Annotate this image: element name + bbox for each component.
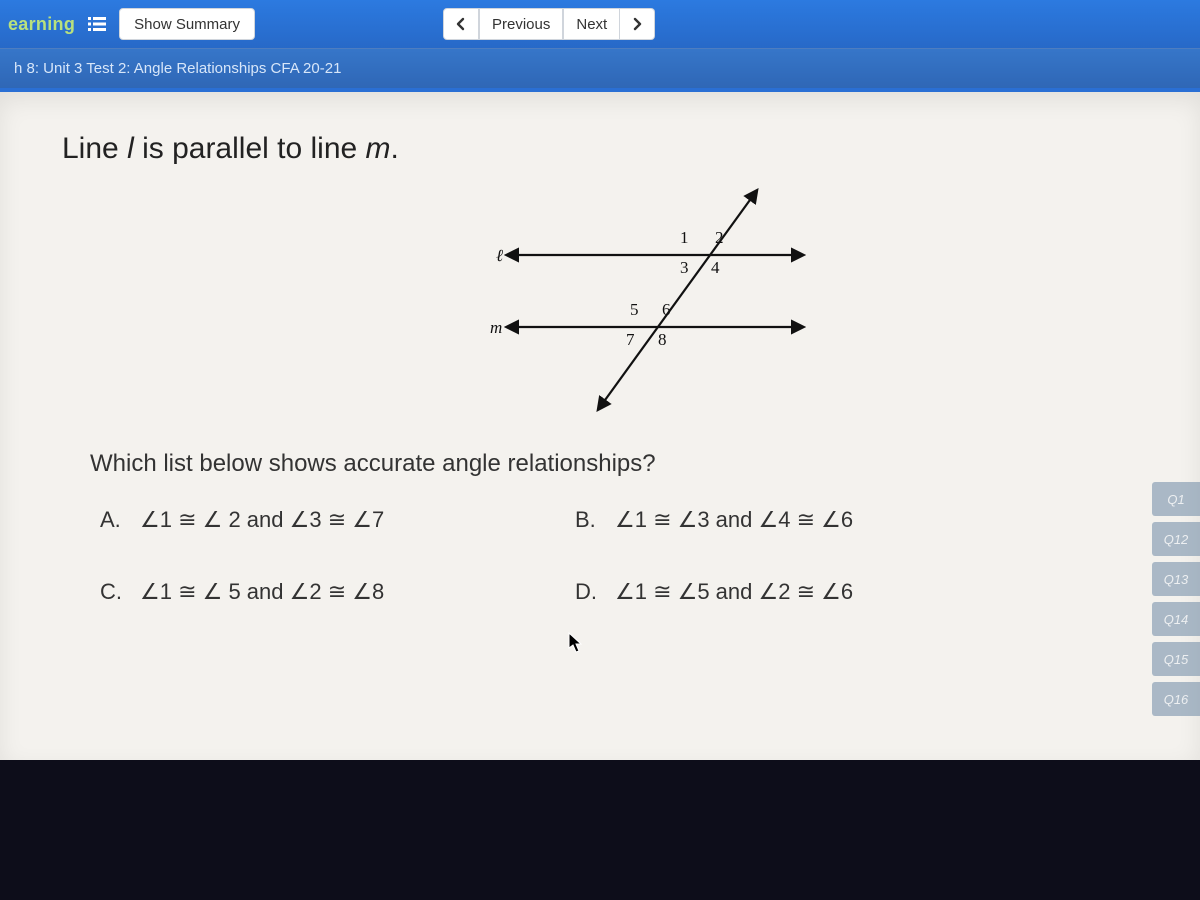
option-c-label: C. bbox=[100, 579, 130, 605]
qnav-item[interactable]: Q1 bbox=[1152, 482, 1200, 516]
option-a[interactable]: A. ∠1 ≅ ∠ 2 and ∠3 ≅ ∠7 bbox=[100, 507, 575, 533]
heading-post: . bbox=[391, 132, 399, 165]
option-d[interactable]: D. ∠1 ≅ ∠5 and ∠2 ≅ ∠6 bbox=[575, 579, 1050, 605]
nav-group: Previous Next bbox=[443, 8, 655, 40]
qnav-item[interactable]: Q13 bbox=[1152, 562, 1200, 596]
heading-mid: is parallel to line bbox=[134, 132, 366, 165]
arrow-left-icon bbox=[454, 17, 468, 31]
option-b[interactable]: B. ∠1 ≅ ∠3 and ∠4 ≅ ∠6 bbox=[575, 507, 1050, 533]
svg-text:1: 1 bbox=[680, 228, 689, 247]
option-a-label: A. bbox=[100, 507, 130, 533]
option-c-text: ∠1 ≅ ∠ 5 and ∠2 ≅ ∠8 bbox=[140, 579, 384, 605]
show-summary-button[interactable]: Show Summary bbox=[119, 8, 255, 40]
svg-text:5: 5 bbox=[630, 300, 639, 319]
next-arrow-button[interactable] bbox=[620, 8, 655, 40]
cursor-icon bbox=[568, 632, 583, 654]
svg-text:8: 8 bbox=[658, 330, 667, 349]
top-toolbar: earning Show Summary Previous Next bbox=[0, 0, 1200, 48]
qnav-item[interactable]: Q12 bbox=[1152, 522, 1200, 556]
svg-text:7: 7 bbox=[626, 330, 635, 349]
brand-text: earning bbox=[8, 14, 75, 35]
qnav-item[interactable]: Q14 bbox=[1152, 602, 1200, 636]
qnav-item[interactable]: Q16 bbox=[1152, 682, 1200, 716]
angle-diagram: ℓ m 1 2 3 4 5 6 7 8 bbox=[470, 187, 840, 417]
svg-text:2: 2 bbox=[715, 228, 724, 247]
option-c[interactable]: C. ∠1 ≅ ∠ 5 and ∠2 ≅ ∠8 bbox=[100, 579, 575, 605]
arrow-right-icon bbox=[630, 17, 644, 31]
option-b-text: ∠1 ≅ ∠3 and ∠4 ≅ ∠6 bbox=[615, 507, 853, 533]
heading-pre: Line bbox=[62, 132, 127, 165]
heading-var-l: l bbox=[127, 132, 134, 165]
svg-text:6: 6 bbox=[662, 300, 671, 319]
option-a-text: ∠1 ≅ ∠ 2 and ∠3 ≅ ∠7 bbox=[140, 507, 384, 533]
answer-options: A. ∠1 ≅ ∠ 2 and ∠3 ≅ ∠7 B. ∠1 ≅ ∠3 and ∠… bbox=[100, 507, 1050, 605]
option-b-label: B. bbox=[575, 507, 605, 533]
prev-arrow-button[interactable] bbox=[443, 8, 479, 40]
svg-text:3: 3 bbox=[680, 258, 689, 277]
sub-question: Which list below shows accurate angle re… bbox=[90, 450, 656, 478]
previous-button[interactable]: Previous bbox=[479, 8, 563, 40]
option-d-text: ∠1 ≅ ∠5 and ∠2 ≅ ∠6 bbox=[615, 579, 853, 605]
app-screen: earning Show Summary Previous Next h 8: … bbox=[0, 0, 1200, 760]
breadcrumb: h 8: Unit 3 Test 2: Angle Relationships … bbox=[0, 48, 1200, 88]
question-nav: Q1 Q12 Q13 Q14 Q15 Q16 bbox=[1152, 482, 1200, 716]
qnav-item[interactable]: Q15 bbox=[1152, 642, 1200, 676]
question-heading: Line l is parallel to line m. bbox=[62, 132, 399, 166]
option-d-label: D. bbox=[575, 579, 605, 605]
svg-text:m: m bbox=[490, 318, 502, 337]
heading-var-m: m bbox=[366, 132, 391, 165]
next-button[interactable]: Next bbox=[563, 8, 620, 40]
list-icon[interactable] bbox=[83, 10, 111, 38]
svg-text:4: 4 bbox=[711, 258, 720, 277]
question-panel: Line l is parallel to line m. ℓ m 1 2 3 4 5 6 7 8… bbox=[0, 92, 1200, 760]
svg-text:ℓ: ℓ bbox=[496, 246, 503, 265]
